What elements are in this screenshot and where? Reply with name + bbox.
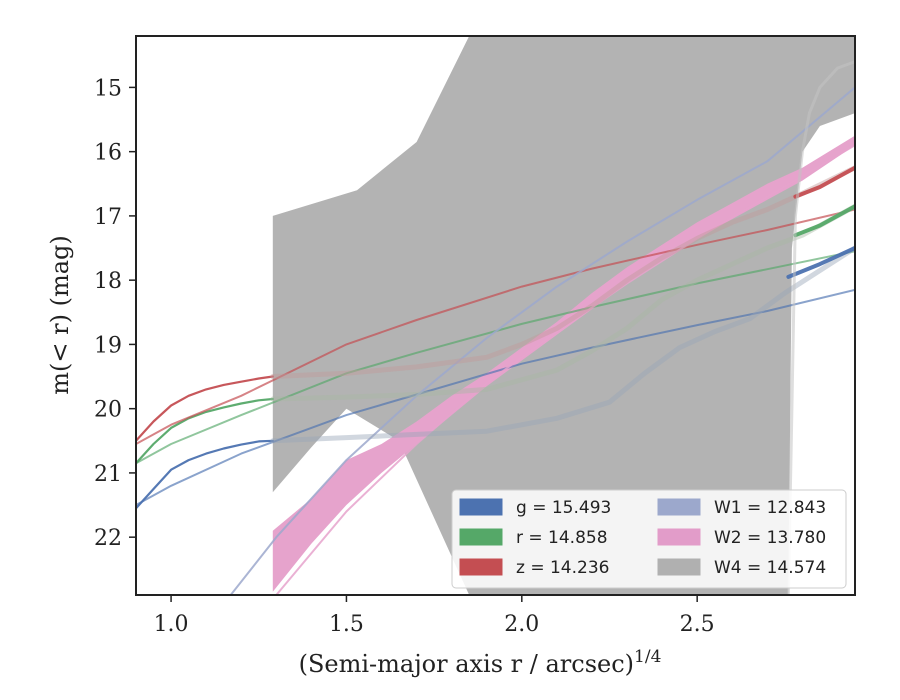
series-z-model — [136, 208, 855, 445]
legend-box — [451, 489, 847, 589]
legend-label-w2: W2 = 13.780 — [714, 528, 826, 548]
legend-swatch-w4 — [657, 558, 701, 576]
series-z — [136, 375, 274, 442]
series-w4-data — [786, 60, 855, 595]
x-tick-label: 2.0 — [504, 612, 539, 637]
series-w1-model — [229, 86, 855, 595]
series-g — [136, 439, 274, 510]
w4-band — [272, 36, 855, 595]
series-w2-model — [275, 144, 855, 595]
x-tick-label: 2.5 — [680, 612, 715, 637]
series-r — [136, 397, 274, 465]
legend-label-g: g = 15.493 — [516, 498, 611, 518]
y-tick-label: 16 — [94, 141, 122, 166]
series-z-data — [270, 165, 855, 379]
y-tick-label: 21 — [94, 462, 122, 487]
series-g-data — [270, 245, 855, 444]
legend-label-w4: W4 = 14.574 — [714, 558, 826, 578]
x-tick-label: 1.0 — [154, 612, 189, 637]
legend-label-r: r = 14.858 — [516, 528, 608, 548]
legend-swatch-g — [459, 498, 503, 516]
plot-frame — [135, 35, 856, 596]
legend-swatch-w2 — [657, 528, 701, 546]
legend-label-w1: W1 = 12.843 — [714, 498, 826, 518]
legend-swatch-r — [459, 528, 503, 546]
series-r-data — [270, 203, 855, 402]
y-tick-label: 19 — [94, 333, 122, 358]
legend-swatch-z — [459, 558, 503, 576]
series-r-model — [136, 250, 855, 465]
x-axis: 1.0 1.5 2.0 2.5 — [154, 595, 715, 637]
bands-layer — [272, 36, 855, 595]
series-g-data-end — [786, 246, 855, 279]
series-layer — [136, 60, 855, 595]
y-tick-label: 17 — [94, 205, 122, 230]
y-tick-label: 22 — [94, 526, 122, 551]
legend: g = 15.493 r = 14.858 z = 14.236 W1 = 12.84… — [451, 489, 847, 589]
x-axis-title: (Semi-major axis r / arcsec)1/4 — [299, 647, 662, 678]
series-r-data-end — [793, 204, 855, 238]
y-axis: 15 16 17 18 19 20 21 22 — [94, 76, 136, 551]
y-tick-label: 15 — [94, 76, 122, 101]
series-z-data-end — [793, 165, 855, 199]
series-g-model — [136, 288, 855, 506]
y-tick-label: 20 — [94, 398, 122, 423]
y-axis-title: m(< r) (mag) — [46, 235, 74, 394]
y-tick-label: 18 — [94, 269, 122, 294]
x-tick-label: 1.5 — [329, 612, 364, 637]
w2-band — [272, 135, 855, 592]
legend-label-z: z = 14.236 — [516, 558, 609, 578]
legend-swatch-w1 — [657, 498, 701, 516]
